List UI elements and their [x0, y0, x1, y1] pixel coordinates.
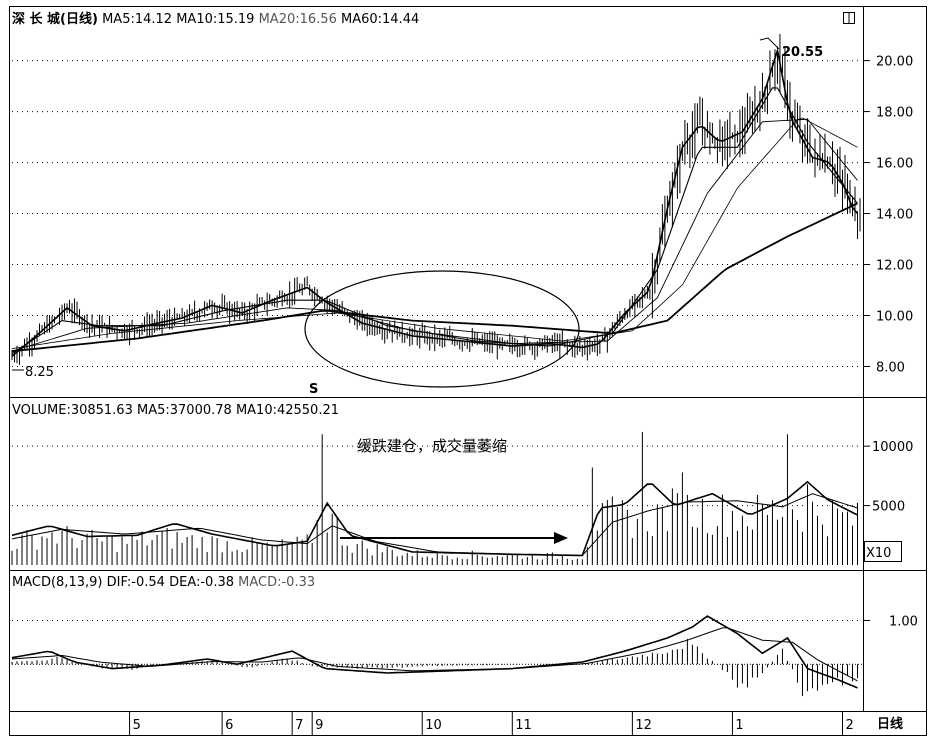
time-axis-ticks: 5 6 7 9 10 11 12 1 2: [129, 712, 854, 735]
volume-ma10-line: [11, 493, 858, 557]
s-marker: S: [309, 382, 318, 397]
price-tick-label: 8.00: [876, 361, 905, 376]
price-axis-ticks: 20.00 18.00 16.00 14.00 12.00 10.00 8.00: [864, 55, 913, 376]
time-tick-label: 9: [315, 718, 323, 733]
time-tick-label: 11: [515, 718, 532, 733]
price-ma60-line: [11, 202, 858, 353]
volume-axis-ticks: 10000 5000: [864, 440, 913, 515]
price-grid: [12, 60, 862, 368]
volume-tick-label: 10000: [872, 440, 913, 455]
macd-dea-line: [11, 627, 858, 682]
high-price-marker: 20.55: [782, 45, 823, 60]
time-tick-label: 5: [133, 718, 141, 733]
volume-tick-label: 5000: [872, 500, 905, 515]
time-tick-label: 10: [425, 718, 442, 733]
price-ma10-line: [11, 118, 858, 352]
volume-unit-box: [864, 541, 902, 562]
high-price-pointer: [759, 37, 780, 50]
price-tick-label: 18.00: [876, 106, 913, 121]
price-ma5-line: [11, 87, 858, 355]
price-tick-label: 16.00: [876, 157, 913, 172]
price-ma-lines: [11, 50, 859, 357]
outer-frame: [9, 6, 927, 736]
price-tick-label: 10.00: [876, 310, 913, 325]
time-tick-label: 12: [635, 718, 652, 733]
macd-lines: [11, 615, 858, 689]
macd-grid: [12, 619, 862, 665]
time-tick-label: 2: [845, 718, 853, 733]
time-tick-label: 7: [295, 718, 303, 733]
macd-dif-line: [11, 615, 858, 689]
price-tick-label: 14.00: [876, 208, 913, 223]
time-tick-label: 1: [735, 718, 743, 733]
macd-pane-title: MACD(8,13,9) DIF:-0.54 DEA:-0.38 MACD:-0…: [12, 575, 315, 590]
volume-ma5-line: [11, 480, 858, 557]
accumulation-ellipse: [304, 270, 580, 388]
volume-pane-title: VOLUME:30851.63 MA5:37000.78 MA10:42550.…: [12, 403, 339, 418]
price-pane-title: 深 长 城(日线) MA5:14.12 MA10:15.19 MA20:16.5…: [12, 11, 419, 27]
price-close-line: [11, 50, 859, 357]
low-price-marker: 8.25: [25, 365, 54, 380]
time-tick-label: 6: [225, 718, 233, 733]
trend-arrow-head: [554, 532, 568, 544]
volume-ma-lines: [11, 480, 858, 557]
period-label[interactable]: 日线: [877, 716, 903, 732]
volume-unit-label: X10: [866, 546, 891, 561]
macd-axis-ticks: 1.00: [864, 614, 918, 629]
volume-grid: [12, 445, 862, 507]
price-tick-label: 12.00: [876, 259, 913, 274]
macd-histogram: [11, 638, 858, 697]
macd-tick-label: 1.00: [889, 614, 918, 629]
volume-bars: [11, 431, 858, 565]
price-ma20-line: [11, 117, 858, 350]
price-tick-label: 20.00: [876, 55, 913, 70]
